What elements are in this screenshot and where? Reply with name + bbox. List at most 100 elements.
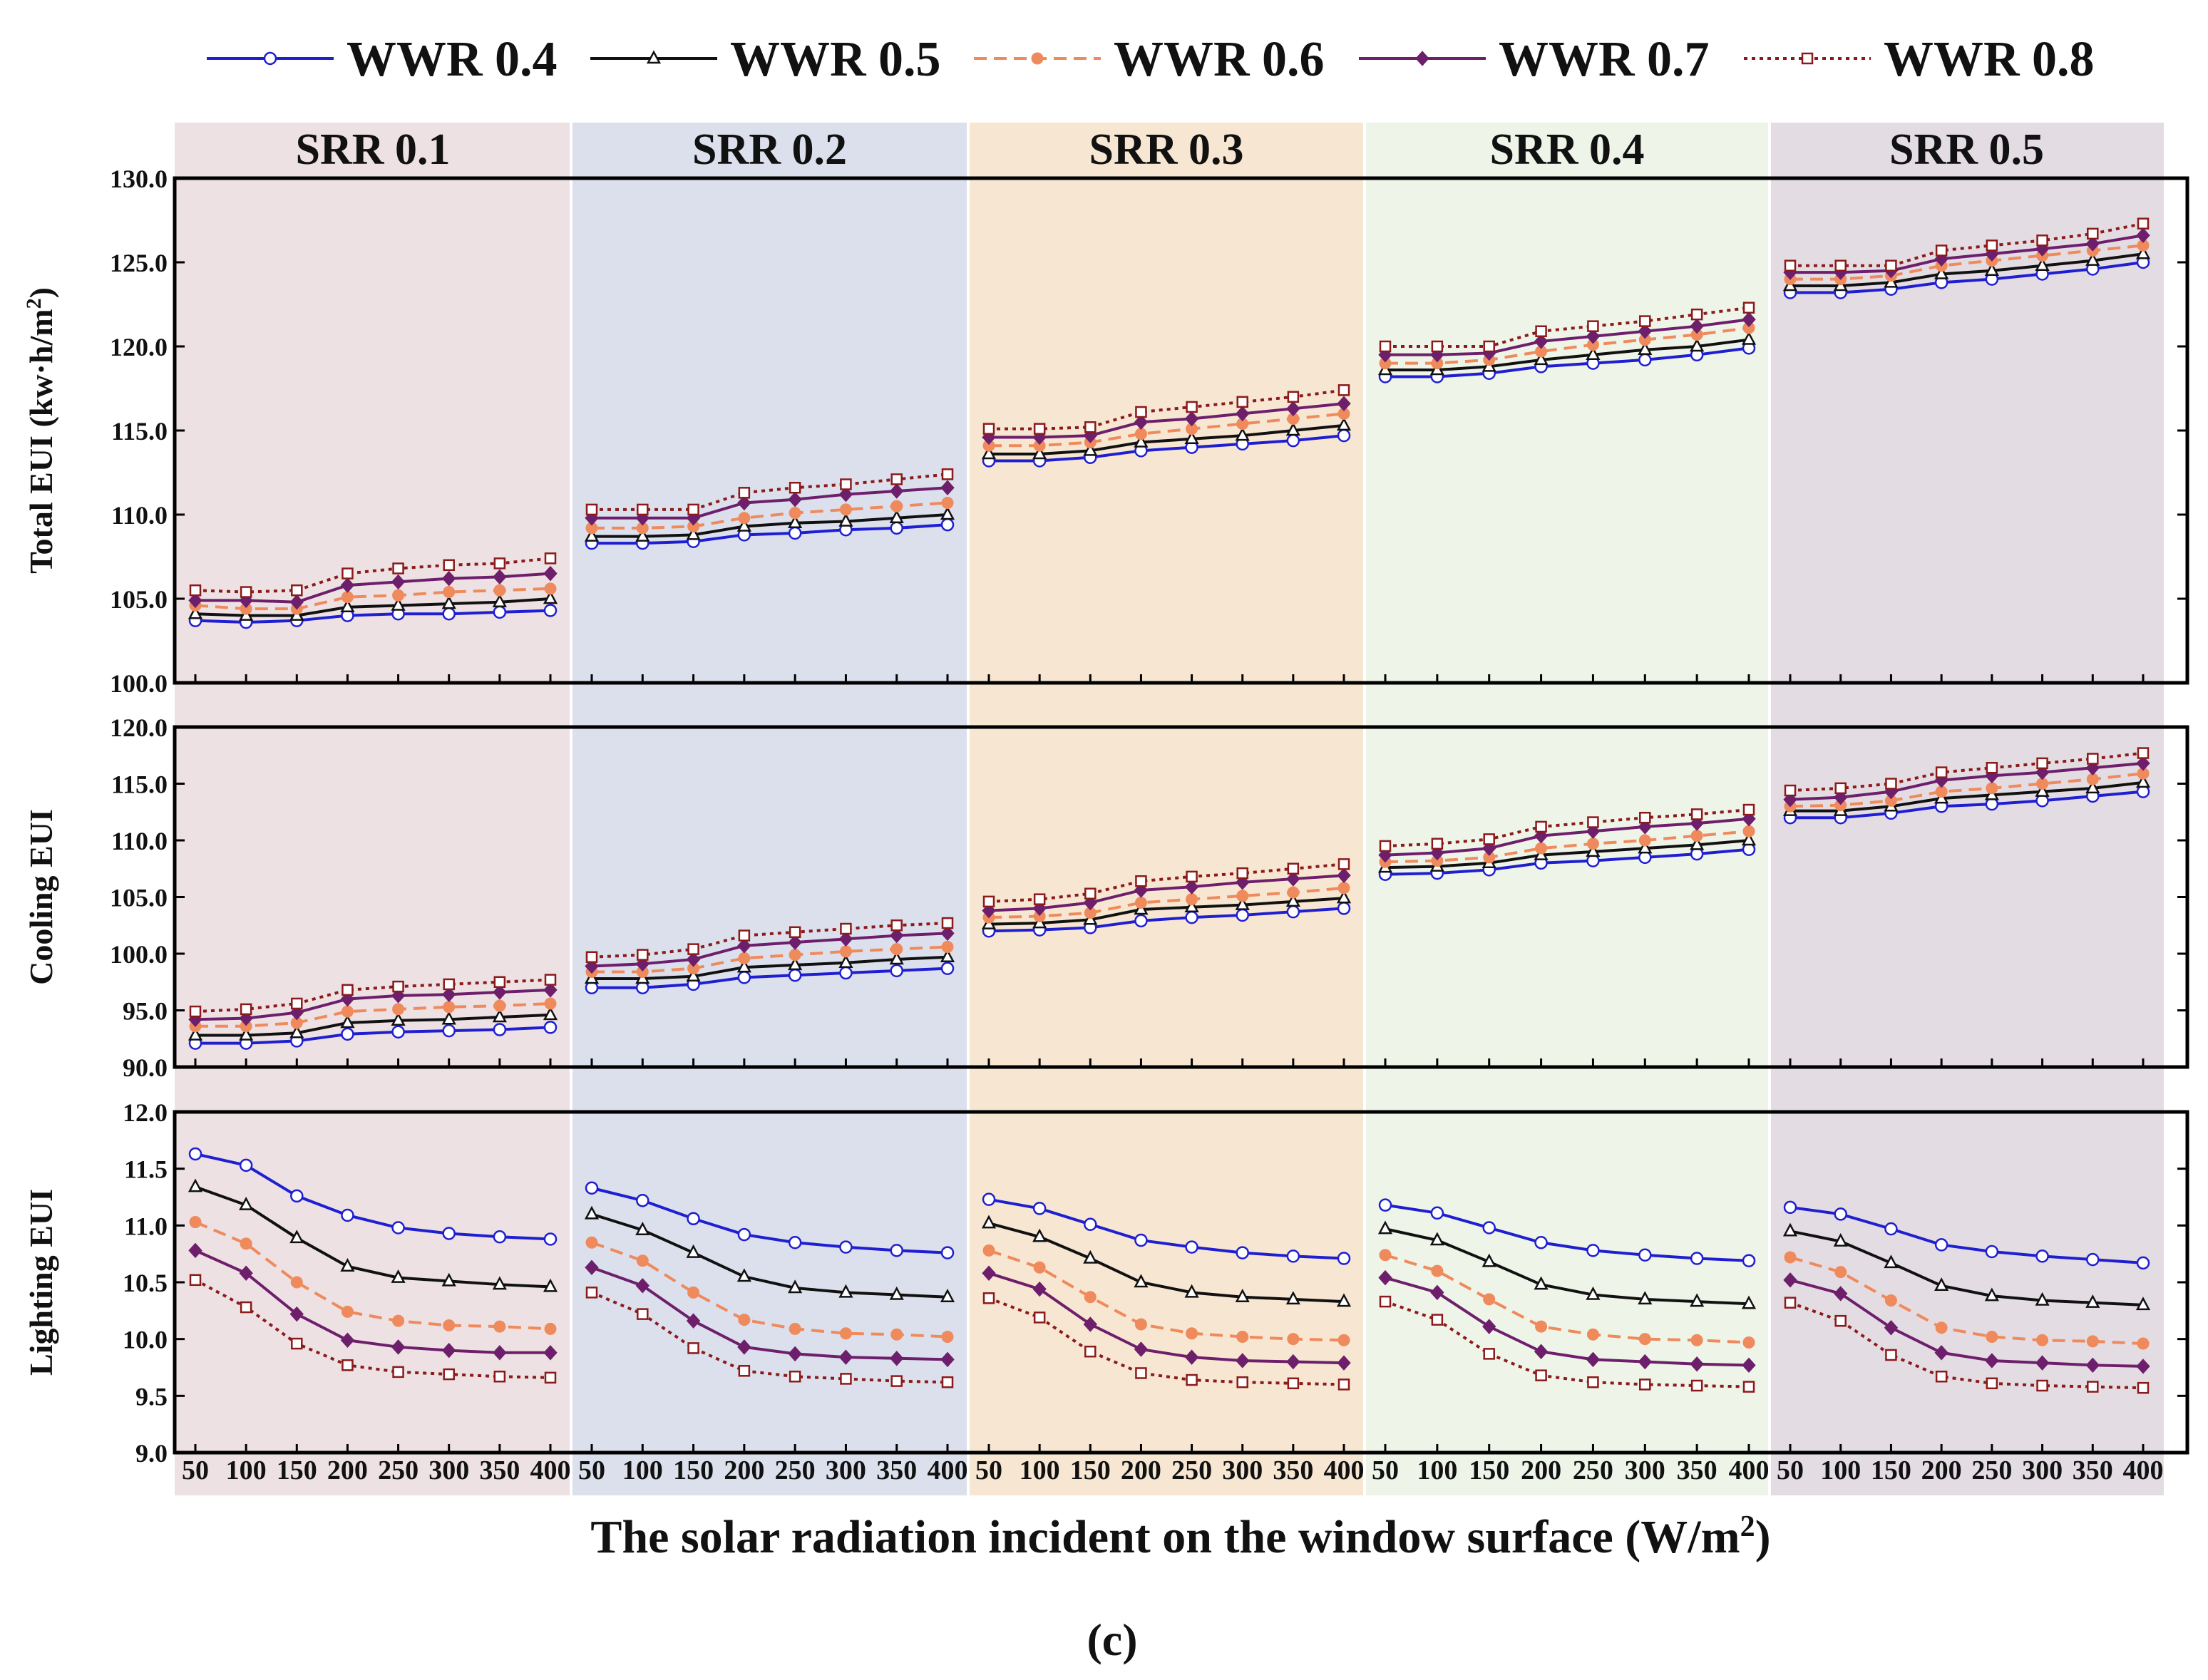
data-point [1286,1249,1300,1263]
data-point [1084,1291,1097,1304]
data-point [1186,893,1198,906]
data-point [289,1230,304,1244]
data-point [1986,239,1998,252]
data-point [1378,1198,1392,1212]
series-line [591,1212,948,1299]
data-point [687,1212,700,1226]
x-tick-label: 50 [1372,1455,1399,1485]
data-point [1934,1345,1948,1361]
y-tick-label: 11.5 [124,1155,168,1184]
series-line [591,1186,948,1254]
data-point [1287,1377,1300,1390]
data-point [1834,1207,1847,1221]
series-line [592,967,948,989]
data-point [2087,227,2099,240]
y-axis-label: Lighting EUI [23,1189,59,1376]
series-line [988,1297,1345,1386]
data-point [1984,1287,1999,1302]
data-point [2036,757,2048,770]
y-tick-label: 125.0 [110,249,168,277]
data-point [2136,227,2150,243]
data-point [2136,1359,2150,1374]
data-point [940,949,955,963]
series-line [988,874,1345,912]
data-point [1236,1246,1249,1259]
group-background-srr [968,123,1365,1495]
x-tick-label: 250 [775,1455,816,1485]
legend-marker [1415,51,1429,66]
data-point [1782,1222,1798,1237]
data-point [1134,433,1149,448]
data-point [889,1286,904,1300]
data-point [1535,1320,1548,1333]
x-tick-label: 250 [378,1455,419,1485]
legend: WWR 0.4 WWR 0.5 WWR 0.6 WWR 0.7 WWR 0.8 [207,32,2095,87]
data-point [1690,1379,1703,1392]
series-wwr-0-8 [189,747,2150,1018]
panel-frame [173,1110,2189,1455]
data-point [637,503,649,516]
data-point [189,1005,202,1018]
data-point [788,934,802,950]
data-point [2036,235,2048,247]
series-wwr-0-5 [188,1178,2151,1311]
data-point [686,526,701,540]
data-point [1638,1333,1651,1346]
data-point [2137,217,2150,230]
legend-label: WWR 0.4 [346,32,558,87]
data-point [584,1205,600,1220]
data-point [1185,910,1198,924]
data-point [291,584,303,597]
group-background-srr [1770,123,2164,1495]
data-point [1884,1254,1899,1269]
series-line [592,513,948,538]
series-line [195,557,551,594]
data-point [789,926,801,939]
legend-item: WWR 0.5 [590,32,941,87]
x-tick-label: 100 [1820,1455,1861,1485]
data-point [1690,308,1703,321]
data-point [1534,334,1549,349]
y-tick-label: 120.0 [110,713,168,742]
data-point [1337,882,1350,895]
data-point [391,597,406,611]
data-point [391,1012,406,1026]
data-point [890,964,903,978]
panel-cooling: 90.0 95.0 100.0 105.0 110.0 115.0 120.0 Cooling… [23,713,2189,1082]
data-point [543,565,558,582]
data-point [788,492,802,507]
data-point [1690,836,1705,850]
data-point [2036,1379,2048,1392]
data-point [1784,259,1797,272]
data-point [544,582,557,595]
data-point [1834,782,1847,795]
series-wwr-0-4 [188,255,2150,629]
data-point [493,1230,507,1244]
data-point [1638,353,1652,367]
data-point [838,1284,853,1298]
data-point [392,1003,405,1016]
series-line [1790,261,2144,294]
data-point [789,949,801,962]
data-point [890,927,904,944]
data-point [2035,257,2050,271]
data-point [737,971,751,984]
data-point [1986,1330,1998,1343]
data-point [1236,908,1249,922]
data-point [1185,1240,1198,1254]
series-line [592,486,948,520]
data-point [1033,1261,1046,1274]
data-point [1586,346,1601,361]
data-point [1287,886,1300,899]
x-tick-label: 200 [1121,1455,1161,1485]
data-point [738,929,751,942]
data-point [1337,1334,1350,1346]
data-point [1033,893,1046,905]
data-point [2086,1335,2099,1348]
data-point [940,480,955,495]
data-point [1287,1333,1300,1346]
legend-item: WWR 0.4 [207,32,558,87]
legend-marker [1031,52,1044,65]
data-point [392,980,404,993]
data-point [188,1026,203,1041]
